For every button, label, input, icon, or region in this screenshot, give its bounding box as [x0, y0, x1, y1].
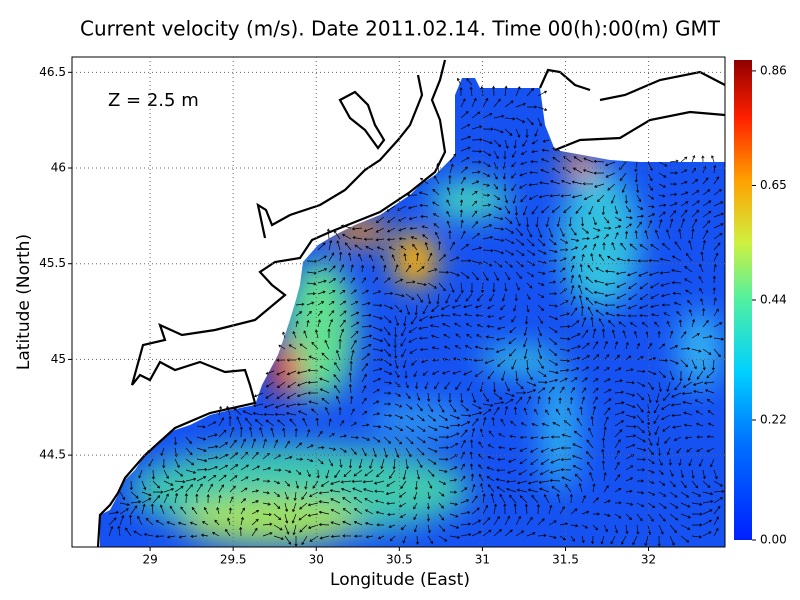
- colorbar-tick-label: 0.86: [760, 63, 787, 77]
- x-tick-label: 31.5: [552, 553, 579, 567]
- colorbar-tick-label: 0.00: [760, 533, 787, 547]
- x-tick-label: 30.5: [386, 553, 413, 567]
- x-tick-label: 29: [142, 553, 157, 567]
- x-tick-label: 31: [475, 553, 490, 567]
- y-tick-label: 44.5: [39, 448, 66, 462]
- x-tick-label: 30: [309, 553, 324, 567]
- map-area: [72, 57, 725, 547]
- y-tick-label: 45: [51, 352, 66, 366]
- y-axis-label: Latitude (North): [14, 234, 34, 370]
- plot-frame: [71, 56, 726, 548]
- y-tick-label: 45.5: [39, 256, 66, 270]
- x-tick-label: 29.5: [220, 553, 247, 567]
- coastline: [96, 59, 447, 547]
- colorbar-tick-label: 0.65: [760, 178, 787, 192]
- x-tick-label: 32: [641, 553, 656, 567]
- coastline-island: [338, 90, 386, 150]
- coastline-north: [256, 74, 424, 239]
- chart-title: Current velocity (m/s). Date 2011.02.14.…: [80, 17, 721, 41]
- colorbar-tick-label: 0.22: [760, 413, 787, 427]
- depth-annotation: Z = 2.5 m: [108, 90, 199, 111]
- y-tick-label: 46: [51, 161, 66, 175]
- colorbar-tick-label: 0.44: [760, 293, 787, 307]
- velocity-arrows: [108, 77, 725, 547]
- x-axis-label: Longitude (East): [330, 570, 470, 590]
- y-tick-label: 46.5: [39, 65, 66, 79]
- colorbar: [734, 60, 752, 540]
